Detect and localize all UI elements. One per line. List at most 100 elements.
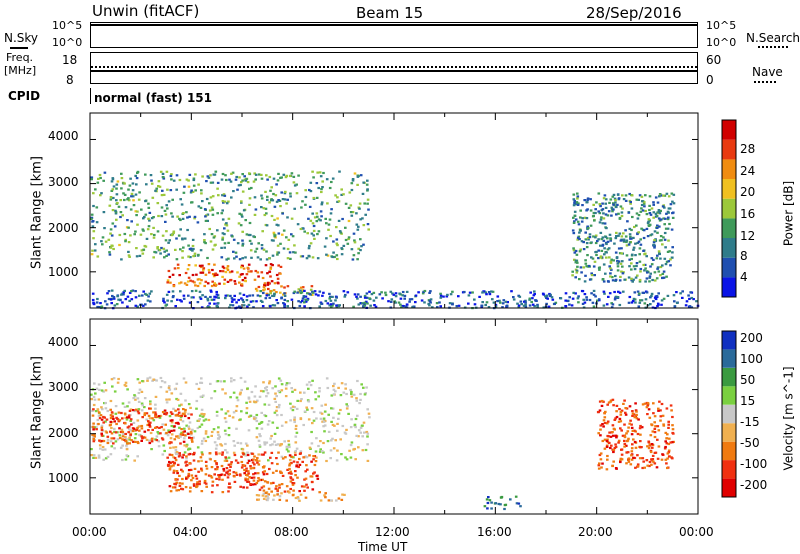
power-panel-cell [249,300,253,303]
power-panel-cell [366,198,370,201]
velocity-panel-cell [288,467,291,471]
velocity-panel-cell [224,442,227,446]
velocity-panel-cell [104,407,108,410]
velocity-panel-cell [270,482,273,485]
power-cb-tick-20: 20 [740,185,756,199]
power-panel-cell [485,293,488,296]
velocity-panel-cell [294,450,297,453]
velocity-panel-cell [260,486,264,489]
power-panel-cell [391,292,394,295]
power-panel-cell [600,216,603,219]
velocity-panel-cell [111,385,114,388]
velocity-panel-cell [248,400,252,403]
velocity-panel-cell [161,423,164,426]
power-panel-cell [592,235,595,238]
power-panel-cell [185,283,189,286]
velocity-panel-cell [104,389,108,392]
velocity-panel-cell [311,422,314,425]
velocity-panel-cell [226,476,230,479]
power-panel-cell [185,178,189,181]
power-panel-cell [605,242,608,246]
power-panel-cell [652,201,655,204]
power-panel-cell [325,178,329,181]
velocity-panel-cell [294,441,298,444]
power-panel-cell [238,275,241,278]
velocity-panel-cell [102,439,106,443]
velocity-panel-cell [653,431,657,434]
velocity-panel-cell [148,439,151,442]
velocity-panel-cell [256,479,260,483]
power-panel-cell [356,293,360,296]
velocity-panel-cell [180,414,183,417]
power-panel-cell [303,301,306,304]
power-panel-cell [335,254,339,257]
velocity-panel-cell [233,475,236,478]
power-panel-cell [201,264,204,267]
velocity-panel-cell [174,422,178,425]
velocity-panel-cell [653,435,657,439]
power-panel-cell [588,236,592,239]
velocity-panel-cell [168,467,172,470]
velocity-colorbar-swatch [722,441,736,461]
velocity-panel-cell [606,420,610,423]
velocity-panel-cell [174,449,178,452]
power-panel-cell [658,212,662,215]
velocity-panel-cell [296,461,299,464]
power-panel-cell [229,180,233,183]
velocity-panel-cell [269,437,272,440]
power-panel-cell [602,197,606,200]
power-panel-cell [101,236,105,239]
velocity-panel-cell [141,404,144,407]
power-panel-cell [116,180,120,183]
velocity-panel-cell [178,404,181,407]
power-panel-cell [299,301,303,304]
power-panel-cell [309,190,313,193]
power-panel-cell [653,239,656,242]
velocity-panel-cell [109,420,113,423]
velocity-panel-cell [189,433,193,436]
power-panel-cell [96,297,99,301]
power-panel-cell [530,300,533,304]
power-panel-cell [369,304,372,307]
power-panel-cell [356,174,360,177]
velocity-panel-cell [176,435,180,438]
velocity-panel-cell [94,456,98,459]
velocity-panel-cell [159,386,163,389]
velocity-panel-cell [609,399,613,402]
power-panel-cell [204,295,207,298]
power-panel-cell [642,263,645,267]
power-panel-cell [670,192,674,195]
velocity-panel-cell [227,434,231,437]
power-panel-cell [232,238,236,241]
velocity-panel-cell [671,457,674,460]
power-panel-cell [610,302,613,305]
velocity-panel-cell [648,416,652,419]
power-panel-cell [259,290,262,293]
velocity-panel-cell [224,433,228,436]
power-panel-cell [579,209,582,212]
velocity-panel-cell [138,425,141,428]
velocity-panel-cell [605,444,609,447]
power-panel-cell [609,261,613,264]
power-panel-cell [203,241,206,244]
velocity-panel-cell [615,415,619,419]
power-panel-cell [240,200,243,203]
velocity-panel-cell [288,454,292,457]
velocity-panel-cell [352,393,356,396]
power-panel-cell [285,236,288,239]
velocity-panel-cell [252,476,256,479]
velocity-panel-cell [184,408,187,412]
velocity-panel-cell [109,417,113,420]
power-panel-cell [293,184,297,187]
power-panel-cell [423,301,426,304]
velocity-colorbar-swatch [722,349,736,368]
power-panel-cell [215,293,219,296]
power-panel-cell [206,297,209,300]
power-panel-cell [179,281,183,284]
power-panel-cell [240,283,244,286]
power-panel-cell [252,180,256,183]
power-panel-cell [113,225,117,228]
power-panel-cell [301,255,305,258]
power-panel-cell [438,301,441,304]
power-panel-cell [583,216,587,219]
